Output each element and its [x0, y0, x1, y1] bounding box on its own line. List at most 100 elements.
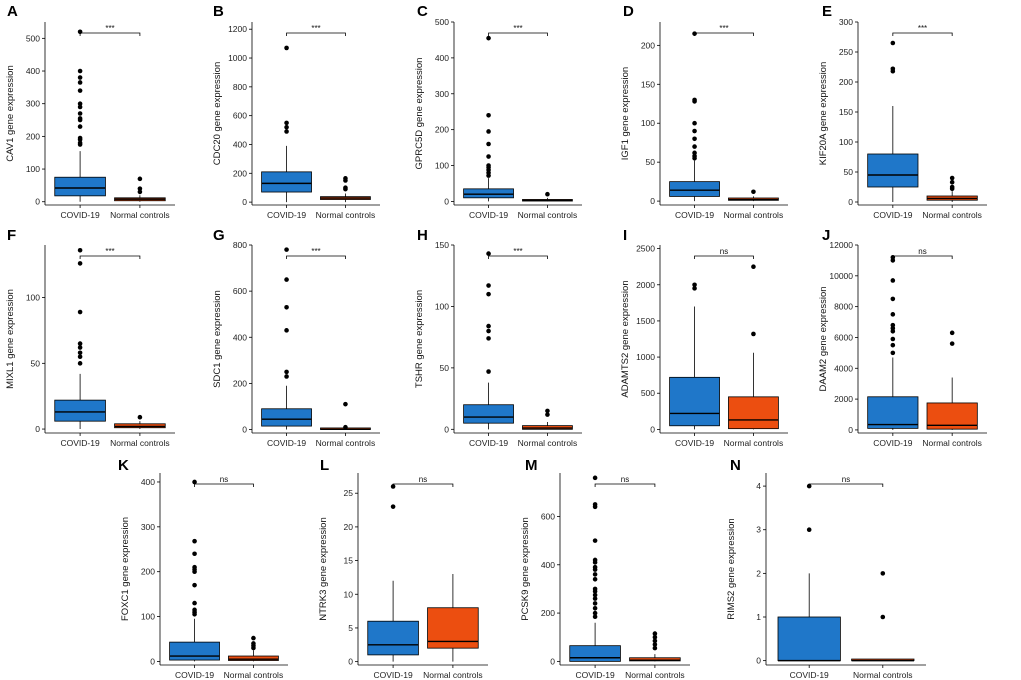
outlier-point: [137, 176, 143, 182]
outlier-point: [486, 141, 491, 147]
y-axis-label: FOXC1 gene expression: [120, 517, 131, 621]
outlier-point: [192, 551, 197, 557]
y-tick-label: 400: [233, 139, 247, 149]
y-tick-label: 100: [641, 118, 655, 128]
outlier-point: [486, 173, 491, 178]
outlier-point: [806, 527, 812, 533]
y-tick-label: 200: [839, 77, 853, 87]
outlier-point: [692, 99, 697, 104]
panel-b: B 0 200 400 600 800 1000 1200 CDC20 gene express…: [212, 3, 380, 220]
outlier-point: [592, 610, 598, 616]
outlier-point: [77, 88, 83, 93]
outlier-point: [890, 278, 896, 283]
panel-letter: K: [118, 457, 129, 474]
outlier-point: [77, 341, 83, 346]
x-tick-label: Normal controls: [224, 670, 284, 680]
outlier-point: [890, 350, 896, 356]
significance-label: ns: [621, 475, 629, 484]
outlier-point: [192, 569, 197, 574]
outlier-point: [692, 282, 697, 288]
box-iqr: [669, 181, 720, 197]
significance-bracket: [79, 32, 141, 36]
y-tick-label: 0: [444, 196, 449, 206]
significance-bracket: [594, 483, 656, 487]
outlier-point: [77, 142, 83, 147]
outlier-point: [949, 186, 955, 192]
x-tick-label: COVID-19: [469, 438, 508, 448]
box-covid19: [569, 475, 621, 662]
box-normal-controls: [851, 571, 915, 662]
panel-j: J 0 2000 4000 6000 8000 10000 12000 DAAM2 gene e…: [818, 227, 987, 448]
x-tick-label: Normal controls: [922, 438, 982, 448]
y-tick-label: 2: [756, 568, 761, 578]
y-tick-label: 400: [26, 66, 40, 76]
y-tick-label: 400: [141, 477, 155, 487]
box-covid19: [463, 251, 514, 430]
significance-label: ***: [105, 24, 114, 33]
box-normal-controls: [427, 574, 479, 662]
outlier-point: [652, 638, 658, 644]
box-iqr: [867, 396, 919, 429]
box-covid19: [261, 247, 312, 430]
panel-f: F 0 50 100 MIXL1 gene expression COVID-19 Norm…: [5, 227, 175, 448]
y-tick-label: 500: [641, 388, 655, 398]
y-tick-label: 50: [844, 167, 854, 177]
outlier-point: [486, 336, 491, 341]
box-covid19: [54, 29, 106, 202]
y-tick-label: 0: [650, 424, 655, 434]
y-tick-label: 0: [348, 657, 353, 667]
outlier-point: [486, 154, 491, 159]
outlier-point: [592, 576, 598, 582]
outlier-point: [77, 111, 83, 116]
outlier-point: [592, 572, 598, 577]
box-normal-controls: [926, 175, 978, 202]
y-tick-label: 600: [233, 111, 247, 121]
y-axis-label: ADAMTS2 gene expression: [620, 280, 631, 397]
panel-c: C 0 100 200 300 400 500 GPRC5D gene expression C…: [414, 3, 582, 220]
x-tick-label: COVID-19: [873, 438, 912, 448]
y-axis-label: CAV1 gene expression: [5, 65, 16, 161]
outlier-point: [486, 291, 491, 297]
box-normal-controls: [522, 408, 573, 430]
outlier-point: [592, 504, 598, 510]
outlier-point: [77, 261, 83, 266]
outlier-point: [880, 571, 886, 576]
outlier-point: [751, 189, 756, 195]
box-iqr: [669, 376, 720, 427]
box-normal-controls: [320, 176, 371, 203]
x-tick-label: Normal controls: [110, 210, 170, 220]
y-tick-label: 300: [26, 99, 40, 109]
outlier-point: [284, 120, 289, 126]
outlier-point: [692, 136, 697, 142]
box-normal-controls: [728, 189, 779, 202]
significance-bracket: [694, 255, 754, 259]
outlier-point: [692, 120, 697, 126]
y-tick-label: 15: [344, 556, 354, 566]
outlier-point: [284, 45, 289, 51]
box-iqr: [261, 171, 312, 193]
outlier-point: [890, 296, 896, 302]
box-iqr: [629, 657, 681, 662]
outlier-point: [592, 614, 598, 619]
x-tick-label: COVID-19: [175, 670, 214, 680]
y-tick-label: 500: [435, 17, 449, 27]
outlier-point: [343, 401, 348, 407]
box-iqr: [867, 153, 919, 188]
y-tick-label: 200: [233, 378, 247, 388]
outlier-point: [890, 40, 896, 46]
y-tick-label: 1200: [228, 24, 247, 34]
significance-label: ***: [513, 247, 522, 256]
outlier-point: [77, 354, 83, 360]
panel-letter: C: [417, 3, 428, 20]
y-tick-label: 4000: [834, 363, 853, 373]
outlier-point: [545, 412, 550, 417]
y-tick-label: 2000: [636, 280, 655, 290]
y-tick-label: 200: [141, 567, 155, 577]
y-tick-label: 1: [756, 612, 761, 622]
y-tick-label: 400: [541, 560, 555, 570]
y-axis-label: RIMS2 gene expression: [726, 518, 737, 619]
outlier-point: [949, 330, 955, 336]
x-tick-label: Normal controls: [625, 670, 685, 680]
box-covid19: [54, 247, 106, 430]
outlier-point: [652, 642, 658, 647]
